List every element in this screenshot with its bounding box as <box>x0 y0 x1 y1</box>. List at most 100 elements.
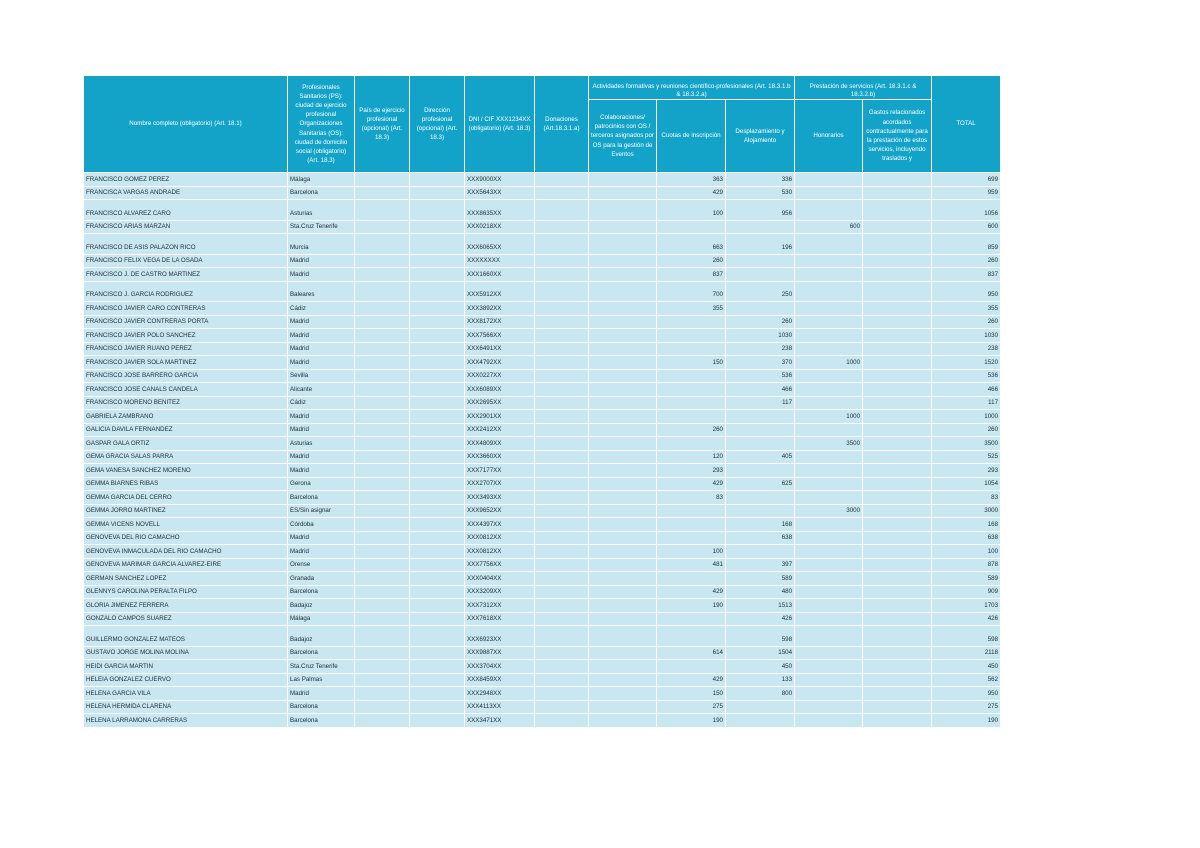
table-cell <box>534 280 589 302</box>
table-cell <box>794 301 864 316</box>
table-cell: 260 <box>656 253 726 268</box>
table-cell: FRANCISCO ALVAREZ CARO <box>83 199 288 221</box>
header-group: Prestación de servicios (Art. 18.3.1.c &… <box>794 75 933 100</box>
table-cell <box>409 503 465 518</box>
table-cell <box>354 436 410 451</box>
table-cell: Baleares <box>287 280 355 302</box>
table-cell <box>588 699 657 714</box>
table-cell <box>354 672 410 687</box>
table-cell <box>794 571 864 586</box>
table-cell <box>862 645 933 660</box>
table-cell <box>354 571 410 586</box>
table-cell: 83 <box>931 490 1002 505</box>
table-cell: XXX8172XX <box>464 314 535 329</box>
table-cell: GLORIA JIMENEZ FERRERA <box>83 598 288 613</box>
table-cell <box>862 476 933 491</box>
table-cell <box>794 598 864 613</box>
table-cell <box>862 409 933 424</box>
table-cell: XXX6089XX <box>464 382 535 397</box>
table-row: GERMAN SANCHEZ LOPEZ Granada XXX0404XX 589 5… <box>83 571 1002 586</box>
table-cell: Córdoba <box>287 517 355 532</box>
table-cell: 638 <box>724 530 796 545</box>
table-cell <box>409 233 465 255</box>
table-cell <box>534 672 589 687</box>
table-cell <box>794 341 864 356</box>
table-cell: Barcelona <box>287 490 355 505</box>
table-cell: GUSTAVO JORGE MOLINA MOLINA <box>83 645 288 660</box>
table-cell <box>794 544 864 559</box>
table-cell <box>409 409 465 424</box>
table-cell <box>588 672 657 687</box>
table-cell: 700 <box>656 280 726 302</box>
table-cell: Madrid <box>287 341 355 356</box>
table-row: GEMMA GARCIA DEL CERRO Barcelona XXX3493XX… <box>83 490 1002 505</box>
table-cell: Madrid <box>287 355 355 370</box>
table-cell <box>724 219 796 234</box>
table-cell: GLENNYS CAROLINA PERALTA FILPO <box>83 584 288 599</box>
header-cell: País de ejercicio profesional (opcional)… <box>354 75 410 173</box>
table-cell: 117 <box>724 395 796 410</box>
table-cell <box>862 503 933 518</box>
table-cell: 1513 <box>724 598 796 613</box>
table-cell: 625 <box>724 476 796 491</box>
table-cell: Barcelona <box>287 713 355 728</box>
table-cell <box>588 185 657 200</box>
table-cell: 260 <box>931 422 1002 437</box>
table-cell <box>534 355 589 370</box>
table-cell <box>724 490 796 505</box>
table-cell: Asturias <box>287 199 355 221</box>
table-cell: Alicante <box>287 382 355 397</box>
table-cell: FRANCISCO JOSE CANALS CANDELA <box>83 382 288 397</box>
table-cell: GEMMA BIARNES RIBAS <box>83 476 288 491</box>
table-cell <box>534 490 589 505</box>
table-cell <box>354 530 410 545</box>
table-cell <box>534 409 589 424</box>
table-cell: 450 <box>724 659 796 674</box>
table-cell <box>588 341 657 356</box>
table-cell <box>862 611 933 626</box>
table-cell <box>862 625 933 647</box>
table-cell: 397 <box>724 557 796 572</box>
header-cell: Honorarios <box>794 99 864 173</box>
table-cell <box>588 530 657 545</box>
table-cell <box>409 713 465 728</box>
table-cell <box>354 314 410 329</box>
table-cell: XXX4792XX <box>464 355 535 370</box>
table-cell: GUILLERMO GONZALEZ MATEOS <box>83 625 288 647</box>
table-cell: XXX0404XX <box>464 571 535 586</box>
table-cell: FRANCISCO ARIAS MARZAN <box>83 219 288 234</box>
table-cell <box>588 713 657 728</box>
table-cell: 1000 <box>931 409 1002 424</box>
table-cell <box>794 713 864 728</box>
table-cell <box>354 490 410 505</box>
table-cell: FRANCISCO JAVIER CARO CONTRERAS <box>83 301 288 316</box>
table-cell: XXX4397XX <box>464 517 535 532</box>
table-cell: XXX6923XX <box>464 625 535 647</box>
table-cell: XXX3493XX <box>464 490 535 505</box>
table-cell: 355 <box>656 301 726 316</box>
table-row: HELENA GARCIA VILA Madrid XXX2948XX 150 800 9… <box>83 686 1002 701</box>
table-cell: XXX7177XX <box>464 463 535 478</box>
table-cell <box>794 280 864 302</box>
table-cell: 429 <box>656 185 726 200</box>
table-cell <box>409 463 465 478</box>
table-cell <box>534 503 589 518</box>
table-cell: HELENA GARCIA VILA <box>83 686 288 701</box>
table-cell <box>862 544 933 559</box>
table-cell: Madrid <box>287 409 355 424</box>
table-cell: GENOVEVA DEL RIO CAMACHO <box>83 530 288 545</box>
table-cell <box>409 314 465 329</box>
table-cell <box>354 233 410 255</box>
table-cell <box>794 233 864 255</box>
table-cell <box>534 267 589 282</box>
table-cell: 260 <box>931 314 1002 329</box>
table-cell <box>588 625 657 647</box>
header-text: Gastos relacionados acordados contractua… <box>866 109 928 163</box>
table-cell <box>354 328 410 343</box>
table-cell: FRANCISCO JAVIER RUANO PEREZ <box>83 341 288 356</box>
table-cell <box>794 253 864 268</box>
table-row: GLORIA JIMENEZ FERRERA Badajoz XXX7312XX 19… <box>83 598 1002 613</box>
table-cell: 275 <box>931 699 1002 714</box>
table-cell: 536 <box>724 368 796 383</box>
